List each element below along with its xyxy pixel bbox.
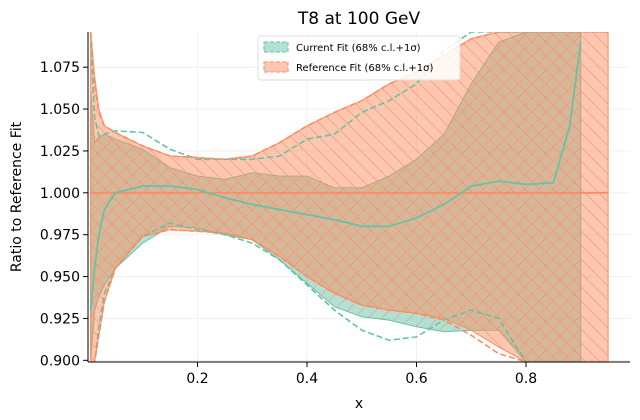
y-tick-label: 1.000 bbox=[40, 186, 80, 202]
current-fit-lower-dashed bbox=[90, 222, 581, 362]
x-ticks: 0.2 0.4 0.6 0.8 bbox=[186, 362, 537, 387]
x-axis-label: x bbox=[355, 396, 363, 412]
y-tick-label: 0.975 bbox=[40, 228, 80, 244]
bands bbox=[90, 32, 609, 362]
legend-swatch-current bbox=[263, 41, 289, 53]
reference-fit-upper-dashed bbox=[89, 32, 609, 161]
y-tick-label: 1.050 bbox=[40, 102, 80, 118]
legend-swatch-reference bbox=[263, 61, 289, 73]
chart-title: T8 at 100 GeV bbox=[297, 9, 421, 29]
current-fit-central-line bbox=[89, 41, 582, 311]
legend-label-current: Current Fit (68% c.l.+1σ) bbox=[296, 43, 421, 54]
legend: Current Fit (68% c.l.+1σ) Reference Fit … bbox=[257, 35, 461, 81]
reference-fit-hatch bbox=[90, 32, 609, 362]
y-tick-label: 0.900 bbox=[40, 353, 80, 369]
legend-label-reference: Reference Fit (68% c.l.+1σ) bbox=[296, 63, 433, 74]
x-tick-label: 0.2 bbox=[186, 371, 208, 387]
y-ticks: 0.900 0.925 0.950 0.975 1.000 1.025 1.050 1.075 bbox=[40, 60, 88, 369]
y-axis-label: Ratio to Reference Fit bbox=[9, 121, 25, 272]
legend-frame bbox=[257, 35, 461, 81]
lines bbox=[89, 32, 609, 362]
y-tick-label: 0.925 bbox=[40, 311, 80, 327]
y-tick-label: 1.075 bbox=[40, 60, 80, 76]
x-tick-label: 0.6 bbox=[405, 371, 427, 387]
y-tick-label: 1.025 bbox=[40, 144, 80, 160]
y-tick-label: 0.950 bbox=[40, 270, 80, 286]
reference-fit-lower-dashed bbox=[90, 228, 609, 362]
x-tick-label: 0.4 bbox=[296, 371, 318, 387]
x-tick-label: 0.8 bbox=[515, 371, 537, 387]
